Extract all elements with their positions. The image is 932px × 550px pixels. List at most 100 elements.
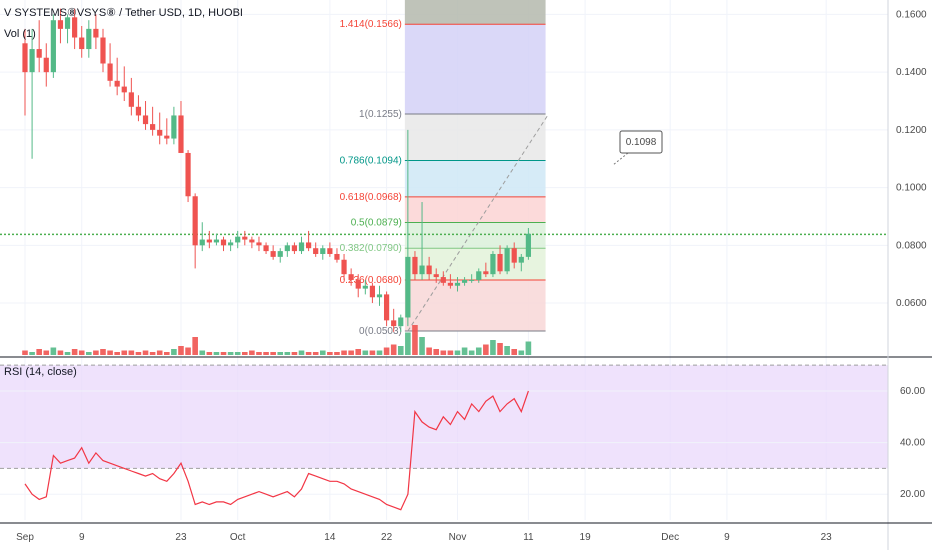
candle-body [199,239,205,246]
candle-body [93,28,99,38]
candle-body [249,239,255,243]
volume-bar [164,352,170,355]
volume-bar [227,352,234,355]
candle-body [277,251,283,257]
fib-level-label: 0(0.0503) [359,326,402,337]
volume-label: Vol (1) [4,28,36,40]
candle-body [426,265,432,275]
rsi-label: RSI (14, close) [4,366,77,378]
fib-zone [404,222,546,249]
callout-pointer [612,152,629,166]
candle-body [348,274,354,280]
price-tick-label: 0.1600 [896,9,927,20]
fib-zone [404,279,546,332]
volume-bar [206,352,213,355]
volume-bar [71,349,78,355]
volume-bar [355,349,362,355]
volume-bar [22,350,28,355]
volume-bar [213,352,220,355]
volume-bar [341,350,347,355]
time-tick-label: Sep [16,532,34,543]
candle-body [327,248,333,254]
volume-bar [171,349,177,355]
volume-bar [107,350,113,355]
volume-bar [490,340,496,355]
candle-body [419,265,425,275]
candle-body [376,294,383,298]
volume-bar [362,350,369,355]
volume-bar [461,347,468,355]
candle-body [263,245,269,252]
volume-bar [29,352,35,355]
time-tick-label: 9 [79,532,85,543]
volume-bar [64,352,71,355]
candle-body [242,236,248,240]
volume-bar [483,344,489,355]
volume-bar [319,350,326,355]
volume-bar [142,350,149,355]
chart-title: V SYSTEMS⑧VSYS⑧ / Tether USD, 1D, HUOBI [4,7,243,19]
volume-bar [277,352,284,355]
candle-body [469,279,475,281]
fib-zone [404,114,546,161]
volume-bar [57,350,64,355]
volume-bar [504,346,510,355]
candle-body [228,242,234,246]
price-tick-label: 0.1200 [896,125,927,136]
candle-body [497,253,503,272]
candle-body [171,115,177,139]
volume-bar [199,350,206,355]
volume-bar [511,349,518,355]
candle-body [313,248,319,254]
candle-body [284,245,290,252]
rsi-tick-label: 20.00 [900,489,925,500]
candle-body [206,239,212,243]
volume-bar [249,350,255,355]
price-tick-label: 0.1400 [896,67,927,78]
volume-bar [241,352,248,355]
volume-bar [447,350,454,355]
time-tick-label: 19 [580,532,592,543]
fib-level-label: 0.236(0.0680) [340,275,402,286]
price-tick-label: 0.0800 [896,240,927,251]
fib-level-label: 0.5(0.0879) [351,218,402,229]
volume-bar [419,337,425,355]
time-tick-label: Nov [449,532,467,543]
candle-body [504,248,510,272]
fib-level-label: 0.382(0.0790) [340,243,402,254]
fib-zone [404,0,546,25]
volume-bar [156,350,163,355]
fib-level-label: 0.618(0.0968) [340,192,402,203]
volume-bar [256,352,262,355]
volume-bar [369,350,376,355]
candle-body [412,256,418,275]
rsi-tick-label: 60.00 [900,386,925,397]
candle-body [476,271,482,280]
price-tick-label: 0.0600 [896,298,927,309]
fib-zone [404,196,546,223]
candle-body [57,20,64,29]
volume-bar [192,337,198,355]
candle-body [213,239,220,243]
candle-body [334,253,340,260]
fib-zone [404,160,546,197]
volume-bar [433,349,440,355]
volume-bar [291,352,298,355]
time-tick-label: 14 [324,532,336,543]
volume-bar [405,332,411,355]
volume-bar [327,352,333,355]
candle-body [355,279,361,289]
candle-body [220,239,227,246]
candle-body [490,253,496,275]
candle-body [114,80,120,87]
candle-body [100,37,106,64]
fib-level-label: 0.786(0.1094) [340,155,402,166]
candle-body [150,124,156,130]
candle-body [291,245,298,252]
volume-bar [86,352,92,355]
volume-bar [518,350,525,355]
volume-bar [50,347,57,355]
candle-body [256,242,262,246]
